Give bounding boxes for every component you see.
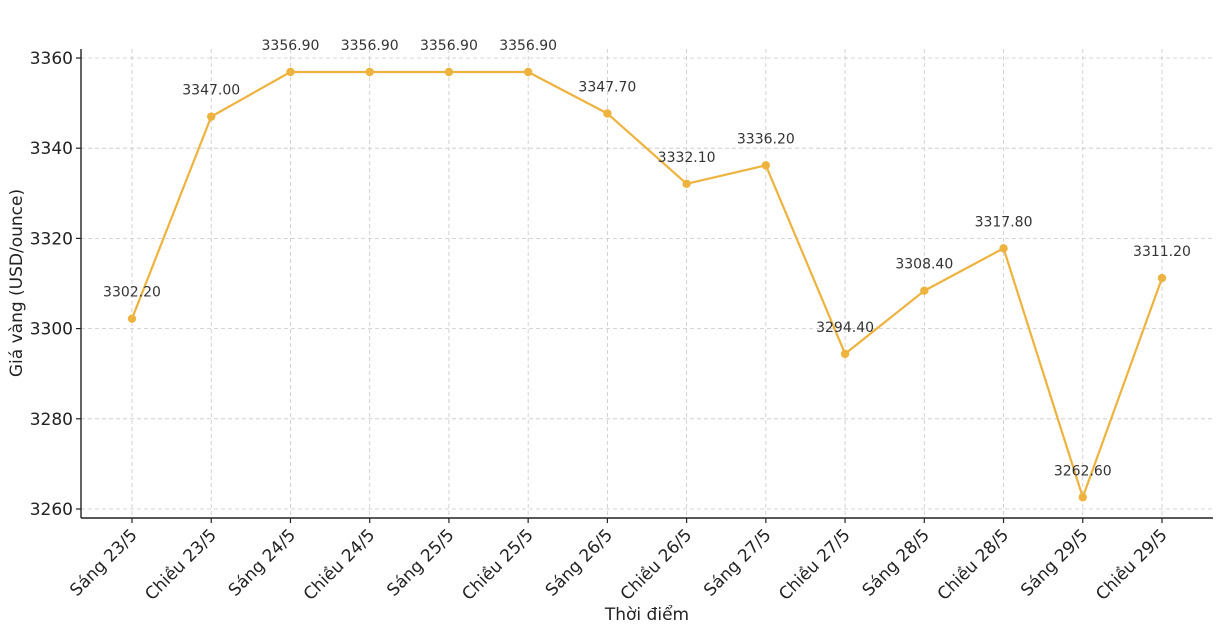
data-label: 3317.80 bbox=[975, 214, 1033, 230]
x-tick-label: Chiều 27/5 bbox=[775, 525, 855, 605]
x-axis-title: Thời điểm bbox=[604, 604, 689, 625]
data-label: 3311.20 bbox=[1133, 244, 1191, 260]
axes-layer bbox=[80, 49, 1213, 519]
data-point bbox=[999, 244, 1008, 253]
data-point bbox=[1078, 493, 1087, 502]
data-point bbox=[603, 109, 612, 118]
series-layer bbox=[127, 67, 1167, 502]
x-tick-label: Sáng 26/5 bbox=[542, 525, 617, 600]
data-point bbox=[127, 314, 137, 323]
data-label: 3356.90 bbox=[341, 38, 399, 54]
x-tick-label: Chiều 26/5 bbox=[616, 525, 696, 605]
data-point bbox=[920, 286, 929, 295]
data-point bbox=[523, 67, 533, 77]
x-tick-label: Sáng 25/5 bbox=[383, 525, 458, 600]
x-tick-label: Chiều 29/5 bbox=[1091, 525, 1171, 605]
y-tick-label: 3340 bbox=[30, 139, 73, 159]
data-label: 3294.40 bbox=[816, 320, 874, 336]
data-label: 3356.90 bbox=[420, 38, 478, 54]
data-label: 3347.70 bbox=[578, 79, 636, 95]
y-tick-label: 3280 bbox=[30, 410, 73, 430]
data-label: 3302.20 bbox=[103, 285, 161, 301]
x-tick-label: Sáng 29/5 bbox=[1017, 525, 1092, 600]
data-label: 3356.90 bbox=[499, 38, 557, 54]
x-tick-label: Sáng 28/5 bbox=[859, 525, 934, 600]
data-point bbox=[286, 67, 295, 77]
data-label: 3356.90 bbox=[262, 38, 320, 54]
x-tick-label: Sáng 24/5 bbox=[225, 525, 300, 600]
data-label: 3347.00 bbox=[182, 83, 240, 99]
data-point bbox=[207, 112, 216, 121]
x-tick-label: Chiều 24/5 bbox=[299, 525, 379, 605]
y-tick-label: 3260 bbox=[30, 500, 73, 520]
series-line bbox=[130, 70, 1164, 499]
x-tick-label: Chiều 25/5 bbox=[458, 525, 538, 605]
data-point bbox=[365, 67, 374, 77]
data-label: 3336.20 bbox=[737, 131, 795, 147]
y-tick-label: 3360 bbox=[30, 49, 73, 69]
y-tick-layer: 3260 3280 3300 3320 3340 3360 bbox=[30, 49, 81, 520]
data-label: 3262.60 bbox=[1054, 463, 1112, 479]
data-label-layer: 3302.20 3347.00 3356.90 3356.90 3356.90 3356.… bbox=[103, 38, 1191, 479]
data-point bbox=[682, 179, 691, 189]
x-tick-layer: Sáng 23/5 Chiều 23/5 Sáng 24/5 Chiều 24/5 Sá… bbox=[66, 518, 1172, 605]
grid-layer bbox=[81, 49, 1213, 518]
x-tick-label: Sáng 27/5 bbox=[700, 525, 775, 600]
y-tick-label: 3300 bbox=[30, 320, 73, 340]
data-label: 3308.40 bbox=[895, 257, 953, 273]
x-tick-label: Sáng 23/5 bbox=[66, 525, 141, 600]
y-axis-title: Giá vàng (USD/ounce) bbox=[7, 189, 27, 377]
data-point bbox=[761, 161, 771, 170]
y-tick-label: 3320 bbox=[30, 229, 73, 249]
x-tick-label: Chiều 28/5 bbox=[933, 525, 1013, 605]
x-tick-label: Chiều 23/5 bbox=[141, 525, 221, 605]
data-point bbox=[1157, 273, 1167, 283]
data-label: 3332.10 bbox=[658, 150, 716, 166]
data-point bbox=[444, 67, 454, 77]
data-point bbox=[840, 349, 850, 359]
